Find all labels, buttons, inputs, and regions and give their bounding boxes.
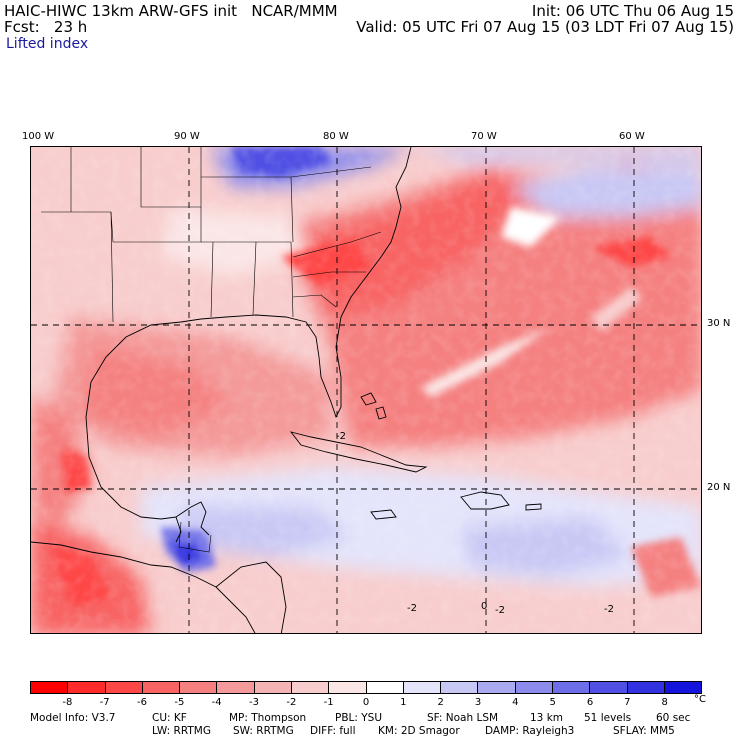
colorbar-segment	[515, 682, 553, 693]
init-time: Init: 06 UTC Thu 06 Aug 15	[531, 2, 734, 20]
colorbar-unit: °C	[694, 694, 706, 705]
model-title: HAIC-HIWC 13km ARW-GFS init NCAR/MMM	[4, 2, 338, 20]
model-info-sw: SW: RRTMG	[233, 725, 294, 737]
colorbar-segment	[366, 682, 404, 693]
field-texture	[31, 147, 701, 633]
contour-label: -2	[407, 603, 417, 614]
contour-label: -2	[604, 604, 614, 615]
model-info-diff: DIFF: full	[310, 725, 356, 737]
valid-time: Valid: 05 UTC Fri 07 Aug 15 (03 LDT Fri …	[356, 18, 734, 36]
colorbar-tick-label: 5	[549, 697, 556, 708]
colorbar-segment	[552, 682, 591, 693]
lon-label-60w: 60 W	[619, 131, 645, 142]
map-svg: -2 -2 -2 -2 0	[31, 147, 701, 633]
lat-label-20n: 20 N	[707, 482, 731, 493]
lon-label-100w: 100 W	[22, 131, 55, 142]
colorbar-segment	[105, 682, 143, 693]
colorbar-tick-label: -1	[323, 697, 334, 708]
lat-lon-grid	[31, 147, 701, 633]
model-info-lw: LW: RRTMG	[152, 725, 211, 737]
colorbar-tick-label: -7	[99, 697, 110, 708]
colorbar-segment	[627, 682, 665, 693]
field-name: Lifted index	[6, 36, 89, 52]
colorbar-segment	[403, 682, 442, 693]
model-info-km: KM: 2D Smagor	[378, 725, 460, 737]
model-info-version: Model Info: V3.7	[30, 712, 116, 724]
model-info-cu: CU: KF	[152, 712, 187, 724]
colorbar-tick-label: -2	[286, 697, 297, 708]
colorbar-tick-label: -4	[211, 697, 222, 708]
lon-label-70w: 70 W	[471, 131, 497, 142]
colorbar-segment	[217, 682, 255, 693]
colorbar-tick-label: -8	[62, 697, 73, 708]
colorbar-tick-label: -6	[137, 697, 147, 708]
lat-label-30n: 30 N	[707, 318, 731, 329]
colorbar-tick-label: -3	[249, 697, 259, 708]
colorbar	[30, 681, 702, 694]
colorbar-segment	[180, 682, 218, 693]
colorbar-segment	[142, 682, 181, 693]
colorbar-tick-label: 6	[586, 697, 594, 708]
colorbar-segment	[664, 682, 702, 693]
colorbar-tick-label: 7	[624, 697, 631, 708]
forecast-hour: Fcst: 23 h	[4, 18, 88, 36]
model-info-mp: MP: Thompson	[229, 712, 307, 724]
model-info-sf: SF: Noah LSM	[427, 712, 499, 724]
contour-label: -2	[336, 431, 346, 442]
colorbar-segment	[478, 682, 516, 693]
colorbar-tick-label: 4	[512, 697, 519, 708]
lifted-index-map: -2 -2 -2 -2 0	[30, 146, 702, 634]
colorbar-segment	[68, 682, 106, 693]
model-info-levels: 51 levels	[584, 712, 632, 724]
colorbar-segment	[291, 682, 330, 693]
lon-label-90w: 90 W	[174, 131, 200, 142]
colorbar-tick-label: 2	[437, 697, 444, 708]
colorbar-tick-label: -5	[174, 697, 185, 708]
model-info-sflay: SFLAY: MM5	[613, 725, 675, 737]
model-info-pbl: PBL: YSU	[335, 712, 383, 724]
colorbar-tick-label: 8	[661, 697, 668, 708]
colorbar-tick-label: 3	[474, 697, 482, 708]
contour-label: -2	[495, 605, 505, 616]
colorbar-segment	[329, 682, 367, 693]
colorbar-segment	[254, 682, 292, 693]
contour-label: 0	[481, 601, 487, 612]
colorbar-segment	[590, 682, 628, 693]
colorbar-segment	[441, 682, 479, 693]
contour-label-group: -2 -2 -2 -2 0	[336, 431, 614, 616]
coastlines	[31, 147, 542, 633]
state-borders	[41, 147, 382, 553]
colorbar-tick-label: 0	[362, 697, 370, 708]
lon-label-80w: 80 W	[323, 131, 349, 142]
model-info-resolution: 13 km	[530, 712, 564, 724]
colorbar-tick-label: 1	[400, 697, 407, 708]
model-info-damp: DAMP: Rayleigh3	[485, 725, 575, 737]
model-info-timestep: 60 sec	[656, 712, 691, 724]
colorbar-segment	[31, 682, 69, 693]
